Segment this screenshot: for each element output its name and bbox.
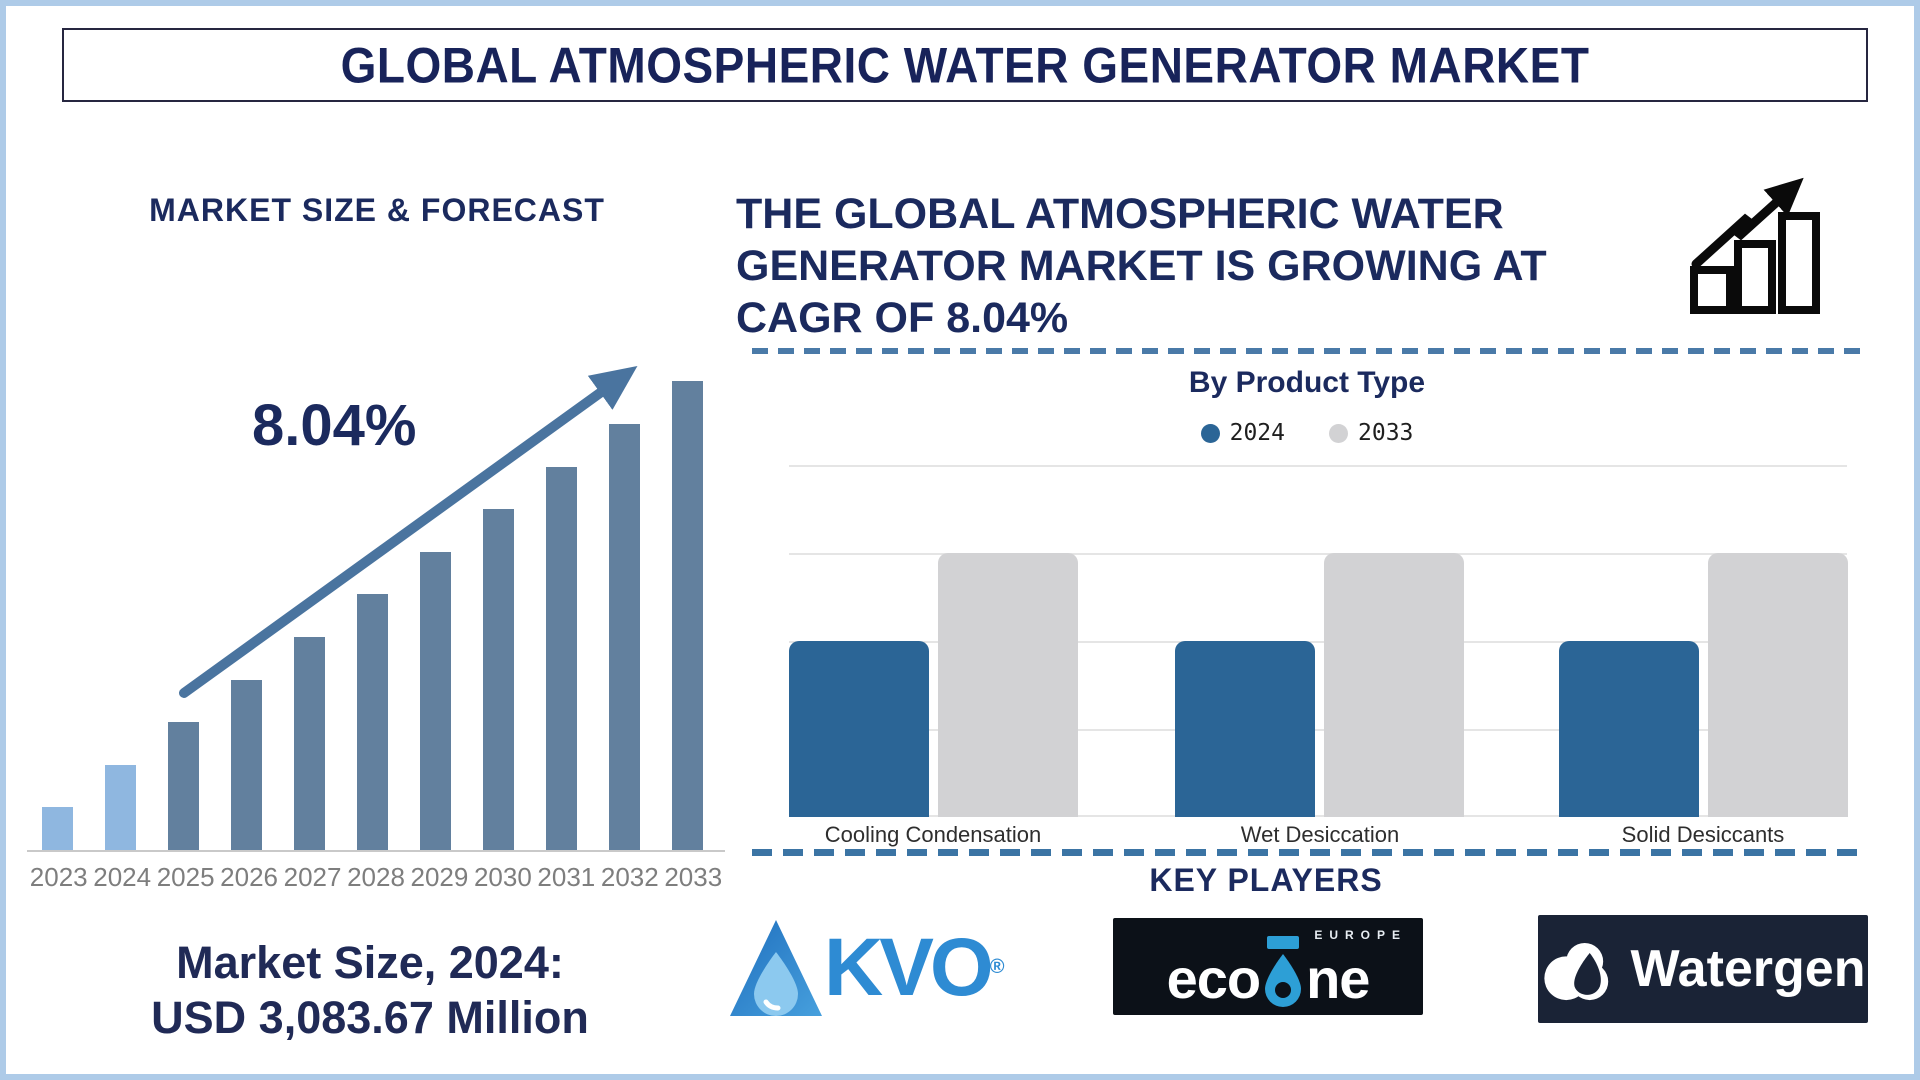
year-tick-2031: 2031 [537,862,596,892]
ecoone-text-right: ne [1306,947,1370,1010]
forecast-year-axis: 2023 2024 2025 2026 2027 2028 2029 2030 2031 2032… [27,862,725,893]
forecast-bar-2026 [231,680,262,850]
cagr-statement-line2: GENERATOR MARKET IS GROWING AT [736,242,1547,290]
year-tick-2030: 2030 [473,862,532,892]
forecast-heading: MARKET SIZE & FORECAST [149,192,605,228]
legend-label-2033: 2033 [1358,420,1414,446]
gridline-1 [789,553,1847,555]
year-tick-2033: 2033 [664,862,723,892]
divider-dashed-bottom [752,849,1862,856]
akvo-drop-icon [730,919,822,1016]
year-tick-2025: 2025 [156,862,215,892]
gridline-2 [789,641,1847,643]
cagr-statement-line1: THE GLOBAL ATMOSPHERIC WATER [736,190,1504,238]
trend-arrow-icon [179,365,638,698]
forecast-bar-2028 [357,594,388,850]
growth-chart-icon [1690,177,1820,314]
forecast-bar-2023 [42,807,73,850]
ecoone-text-left: eco [1166,947,1261,1010]
category-label-solid-desiccants: Solid Desiccants [1621,822,1785,847]
divider-dashed-top [752,348,1862,354]
akvo-logo-text: KVO [824,921,994,1013]
year-tick-2027: 2027 [283,862,342,892]
forecast-bar-2032 [609,424,640,850]
key-players-heading: KEY PLAYERS [1149,862,1383,898]
watergen-logo: Watergen [1538,915,1868,1023]
cagr-statement: THE GLOBAL ATMOSPHERIC WATER GENERATOR M… [736,188,1636,344]
gridline-0 [789,465,1847,467]
page-title-box: GLOBAL ATMOSPHERIC WATER GENERATOR MARKE… [62,28,1868,102]
gridline-3 [789,729,1847,731]
product-chart-legend: 2024 2033 [1007,420,1607,446]
legend-dot-2033 [1329,423,1348,443]
bar-2033-solid-desiccants [1708,553,1848,817]
forecast-bar-2027 [294,637,325,850]
ecoone-macron-bar [1267,936,1300,949]
year-tick-2024: 2024 [93,862,152,892]
ecoone-drop-icon [1263,936,1303,1007]
akvo-registered-mark: ® [989,956,1005,978]
legend-item-2024: 2024 [1200,420,1285,446]
forecast-bar-chart [27,368,725,852]
bar-2033-cooling-condensation [938,553,1078,817]
cagr-statement-line3: CAGR OF 8.04% [736,294,1069,342]
year-tick-2023: 2023 [29,862,88,892]
legend-label-2024: 2024 [1229,420,1285,446]
market-size-line2: USD 3,083.67 Million [151,991,589,1043]
bar-2024-wet-desiccation [1175,641,1315,817]
forecast-bar-2031 [546,467,577,850]
bar-2033-wet-desiccation [1324,553,1464,817]
year-tick-2032: 2032 [600,862,659,892]
product-bar-chart [789,465,1848,817]
page-title: GLOBAL ATMOSPHERIC WATER GENERATOR MARKE… [340,36,1590,94]
year-tick-2028: 2028 [347,862,405,892]
watergen-cloud-icon [1543,942,1608,1001]
legend-item-2033: 2033 [1329,420,1413,446]
category-label-wet-desiccation: Wet Desiccation [1240,822,1400,847]
ecoone-logo: EUROPE eco ne [1113,918,1423,1015]
legend-dot-2024 [1200,423,1220,443]
forecast-bar-2030 [483,509,514,850]
product-chart-title: By Product Type [1188,366,1426,399]
bar-2024-solid-desiccants [1559,641,1699,817]
year-tick-2029: 2029 [410,862,469,892]
forecast-bar-2024 [105,765,136,850]
cagr-annotation: 8.04% [252,393,417,458]
forecast-bar-2033 [672,381,703,850]
akvo-logo: KVO ® [728,915,1048,1020]
category-label-cooling-condensation: Cooling Condensation [824,822,1042,847]
gridline-4 [789,815,1847,817]
market-size-callout: Market Size, 2024: USD 3,083.67 Million [40,936,700,1046]
market-size-line1: Market Size, 2024: [176,937,564,988]
watergen-logo-text: Watergen [1630,940,1866,998]
ecoone-europe-label: EUROPE [1314,928,1407,942]
forecast-bar-2025 [168,722,199,850]
product-category-labels: Cooling Condensation Wet Desiccation Solid… [0,822,1920,852]
bar-2024-cooling-condensation [789,641,929,817]
year-tick-2026: 2026 [220,862,278,892]
forecast-bar-2029 [420,552,451,850]
